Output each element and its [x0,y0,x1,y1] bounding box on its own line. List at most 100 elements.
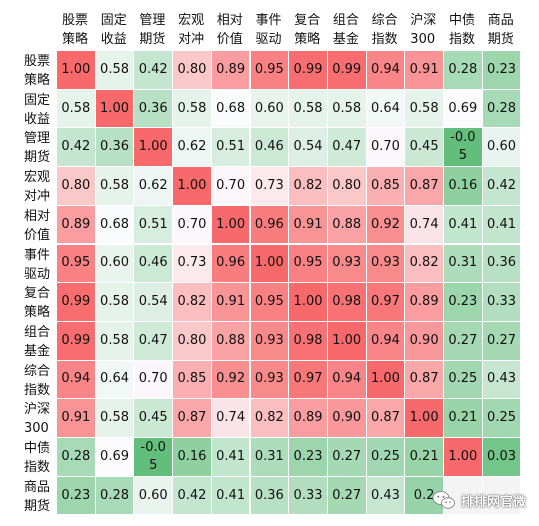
heatmap-cell: 1.00 [95,89,134,128]
heatmap-cell: 0.64 [366,89,405,128]
heatmap-cell: 0.45 [405,128,443,167]
cell-value: 0.91 [293,216,323,232]
heatmap-cell: 0.73 [250,167,289,205]
heatmap-cell: 0.93 [250,321,289,360]
cell-value: 0.58 [177,100,207,116]
cell-value: 0.89 [293,410,323,426]
heatmap-cell: 0.42 [173,476,211,515]
heatmap-cell: 0.94 [57,360,95,399]
heatmap-cell: 0.28 [482,89,521,128]
heatmap-cell: -0.0 5 [134,438,173,476]
cell-value: 0.64 [100,371,129,387]
row-header: 综合 指数 [24,363,51,398]
heatmap-cell: 0.88 [211,321,250,360]
heatmap-cell: 1.00 [211,205,250,244]
cell-value: 0.36 [254,487,284,503]
heatmap-cell: 0.28 [95,476,134,515]
cell-value: 0.94 [332,371,362,387]
cell-value: 0.70 [177,216,207,232]
cell-value: 1.00 [254,255,284,271]
cell-value: 0.94 [370,61,400,77]
heatmap-cell: 0.99 [57,283,95,321]
cell-value: 0.45 [409,139,439,155]
heatmap-cell: 0.58 [95,283,134,321]
cell-value: 1.00 [370,371,400,387]
heatmap-cell: 0.23 [444,283,482,321]
cell-value: 0.91 [216,294,246,310]
cell-value: 0.42 [138,61,168,77]
heatmap-cell: 0.68 [95,205,134,244]
heatmap-cell: 0.80 [173,51,211,89]
col-header: 组合 基金 [332,13,359,47]
heatmap-cell: 0.41 [211,438,250,476]
heatmap-cell: 0.42 [134,51,173,89]
cell-value: 0.60 [254,100,284,116]
cell-value: 0.69 [448,100,478,116]
cell-value: 0.41 [216,448,246,464]
heatmap-cell: 0.51 [211,128,250,167]
heatmap-cell: 0.54 [134,283,173,321]
cell-value: 0.88 [216,332,246,348]
heatmap-cell: 0.31 [444,244,482,283]
cell-value: 0.87 [370,410,400,426]
heatmap-cell: 0.94 [366,51,405,89]
heatmap-cell: 0.28 [57,438,95,476]
heatmap-cell: 0.58 [57,89,95,128]
cell-value: 0.27 [332,487,362,503]
cell-value: 0.92 [370,216,400,232]
cell-value: 0.42 [61,139,91,155]
cell-value: 0.27 [332,448,362,464]
heatmap-cell: 0.93 [250,360,289,399]
heatmap-cell: 1.00 [250,244,289,283]
heatmap-cell: 0.60 [250,89,289,128]
heatmap-cell: 1.00 [444,438,482,476]
cell-value: 0.42 [487,177,516,193]
heatmap-cell: 0.91 [57,399,95,437]
heatmap-cell: 0.92 [366,205,405,244]
heatmap-cell: 1.00 [327,321,366,360]
row-header: 复合 策略 [24,286,51,321]
row-header: 固定 收益 [24,92,51,127]
cell-value: 0.58 [100,177,129,193]
heatmap-cell: 0.91 [405,51,443,89]
cell-value: 0.96 [254,216,284,232]
cell-value: 0.90 [409,332,439,348]
heatmap-cell: 0.47 [327,128,366,167]
heatmap-cell: 0.58 [95,167,134,205]
watermark: 排排网官微 [432,486,526,514]
cell-value: 0.2 [413,487,435,503]
wechat-icon [432,491,455,509]
heatmap-cell: 0.89 [57,205,95,244]
heatmap-cell: 0.95 [250,283,289,321]
cell-value: 0.87 [409,371,439,387]
heatmap-cell: 0.25 [366,438,405,476]
cell-value: 0.60 [138,487,168,503]
heatmap-cell: 0.51 [134,205,173,244]
cell-value: 0.41 [487,216,516,232]
heatmap-cell: 0.80 [327,167,366,205]
cell-value: 0.03 [487,448,516,464]
heatmap-cell: 0.46 [250,128,289,167]
heatmap-cell: 0.70 [134,360,173,399]
heatmap-cell: 0.41 [211,476,250,515]
heatmap-cell: 0.99 [289,51,327,89]
row-header: 宏观 对冲 [24,170,51,205]
cell-value: 0.25 [487,410,516,426]
cell-value: 0.62 [177,139,207,155]
heatmap-cell: 0.82 [289,167,327,205]
heatmap-cell: 0.25 [444,360,482,399]
heatmap-cell: 0.27 [327,438,366,476]
heatmap-cell: 0.70 [366,128,405,167]
cell-value: 0.92 [216,371,246,387]
heatmap-cell: 0.28 [444,51,482,89]
heatmap-cell: 0.43 [366,476,405,515]
heatmap-cell: 0.89 [211,51,250,89]
cell-value: 0.70 [216,177,246,193]
heatmap-cell: 0.68 [211,89,250,128]
cell-value: 0.47 [332,139,362,155]
cell-value: 0.16 [448,177,478,193]
cell-value: 0.51 [138,216,168,232]
cell-value: 0.94 [61,371,91,387]
heatmap-cell: 0.31 [250,438,289,476]
cell-value: 0.36 [487,255,516,271]
